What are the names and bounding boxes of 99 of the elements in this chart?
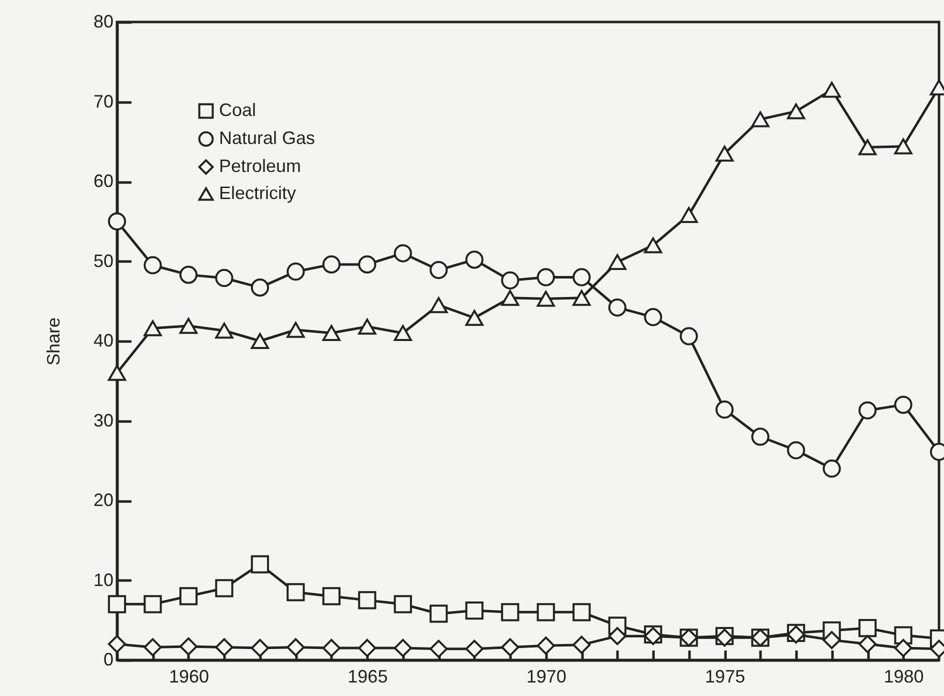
y-tick-label: 60 [93, 171, 114, 191]
point [536, 268, 555, 286]
point [144, 320, 162, 336]
y-tick-label: 50 [93, 250, 114, 271]
point [394, 244, 412, 262]
point [358, 318, 376, 335]
x-tick-label: 1960 [168, 666, 209, 686]
point [430, 297, 448, 314]
x-tick-label: 1975 [705, 666, 746, 686]
point [250, 638, 270, 658]
point [680, 207, 698, 223]
legend-label: Electricity [219, 183, 296, 203]
point [608, 254, 626, 270]
point [179, 266, 198, 284]
point [894, 626, 912, 644]
point [286, 322, 305, 338]
x-tick-label: 1980 [884, 666, 924, 686]
point [215, 322, 234, 339]
point [572, 603, 591, 622]
point [894, 396, 912, 414]
point [394, 595, 412, 614]
legend-label: Natural Gas [219, 128, 316, 148]
point [322, 325, 340, 342]
point [572, 268, 591, 286]
y-tick-label: 70 [93, 91, 114, 112]
point [215, 268, 234, 288]
point [572, 290, 591, 306]
point [430, 260, 448, 280]
point [322, 587, 340, 606]
point [250, 333, 270, 349]
point [536, 603, 555, 622]
point [179, 637, 198, 656]
point [751, 428, 770, 446]
y-tick-label: 80 [93, 12, 114, 32]
point [751, 111, 770, 128]
point [108, 595, 126, 614]
point [322, 255, 340, 274]
point [144, 638, 162, 656]
point [286, 638, 305, 656]
legend-label: Coal [219, 100, 256, 120]
point [644, 237, 662, 254]
x-tick-label: 1970 [526, 666, 566, 686]
y-tick-label: 20 [93, 490, 114, 510]
point [394, 325, 412, 342]
point [286, 262, 305, 281]
point [858, 619, 877, 638]
point [465, 601, 484, 620]
point [215, 579, 234, 598]
point [894, 138, 912, 154]
point [108, 634, 126, 654]
point [250, 278, 270, 297]
x-tick-label: 1965 [348, 666, 388, 686]
point [786, 441, 806, 460]
point [108, 212, 126, 230]
point [501, 603, 520, 622]
point [108, 364, 126, 381]
point [680, 327, 698, 346]
y-tick-label: 0 [103, 650, 114, 670]
point [608, 298, 626, 317]
point [465, 250, 484, 269]
point [144, 595, 162, 614]
y-tick-label: 10 [93, 570, 114, 590]
point [394, 638, 412, 658]
point [179, 587, 198, 606]
point [716, 146, 734, 162]
point [894, 638, 912, 658]
point [358, 591, 376, 610]
point [858, 634, 877, 654]
point [215, 638, 234, 656]
point [179, 318, 198, 334]
point [822, 631, 841, 650]
y-axis-title: Share [43, 317, 64, 366]
point [286, 583, 305, 602]
point [822, 460, 841, 478]
y-tick-label: 30 [93, 410, 114, 430]
point [608, 627, 626, 646]
point [358, 255, 376, 274]
point [430, 640, 448, 658]
point [716, 400, 734, 419]
point [536, 636, 555, 655]
point [465, 310, 484, 326]
point [358, 638, 376, 658]
point [536, 290, 555, 307]
y-tick-label: 40 [93, 330, 114, 350]
point [322, 638, 340, 658]
point [786, 103, 806, 120]
point [501, 290, 520, 306]
point [465, 640, 484, 658]
point [501, 271, 520, 290]
point [644, 308, 662, 326]
point [572, 636, 591, 654]
legend-label: Petroleum [219, 156, 302, 176]
point [822, 82, 841, 98]
point [858, 139, 877, 156]
point [501, 638, 520, 656]
point [858, 401, 877, 420]
point [250, 555, 270, 574]
point [144, 256, 162, 274]
point [430, 604, 448, 623]
